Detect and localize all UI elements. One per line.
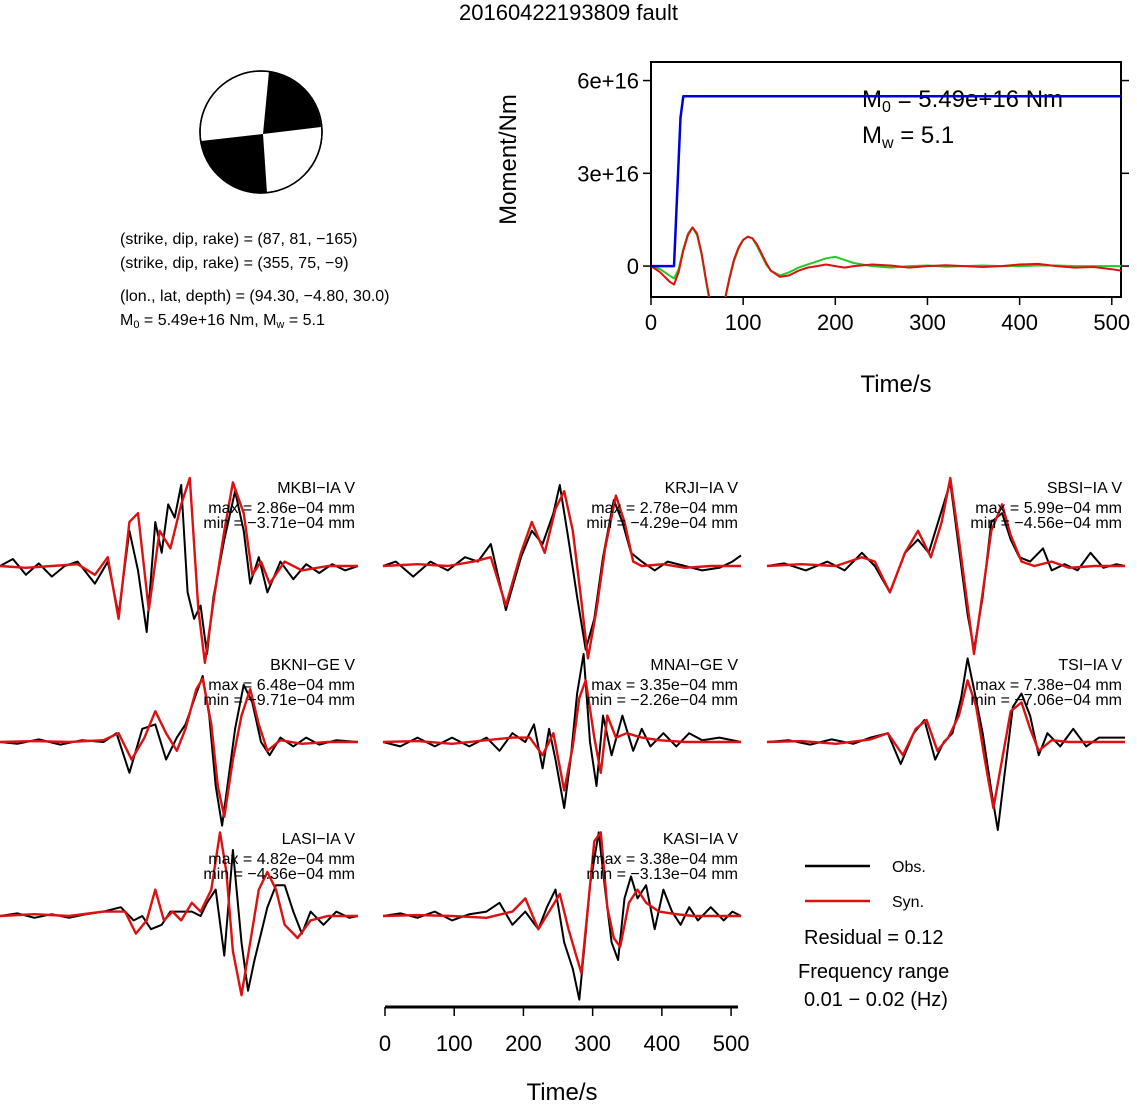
moment-xlabel: Time/s <box>860 371 931 398</box>
station-name: KRJI−IA V <box>665 480 739 497</box>
station-name: MKBI−IA V <box>277 480 355 497</box>
station-name: KASI−IA V <box>663 831 738 848</box>
station-max: max = 5.99e−04 mm <box>975 500 1122 517</box>
station-name: TSI−IA V <box>1058 657 1122 674</box>
x-tick-label: 300 <box>574 1031 611 1056</box>
observed-trace <box>766 657 1125 831</box>
synthetic-trace <box>766 679 1125 810</box>
station-max: max = 2.78e−04 mm <box>591 500 738 517</box>
x-tick-label: 100 <box>725 310 762 335</box>
x-tick-label: 400 <box>1001 310 1038 335</box>
station-max: max = 3.38e−04 mm <box>591 851 738 868</box>
station-max: max = 4.82e−04 mm <box>208 851 355 868</box>
station-min: min = −7.06e−04 mm <box>970 692 1122 709</box>
mw-value: = 5.1 <box>284 312 325 329</box>
frequency-value: 0.01 − 0.02 (Hz) <box>804 989 948 1011</box>
focal-location: (lon., lat, depth) = (94.30, −4.80, 30.0… <box>120 288 390 305</box>
m0-annot-prefix: M <box>862 86 882 113</box>
mw-annot-sub: w <box>882 135 894 152</box>
residual-label: Residual = 0.12 <box>804 927 944 949</box>
station-max: max = 6.48e−04 mm <box>208 677 355 694</box>
station-min: min = −4.36e−04 mm <box>203 866 355 883</box>
waveform-xlabel: Time/s <box>526 1079 597 1104</box>
focal-moment: M0 = 5.49e+16 Nm, Mw = 5.1 <box>120 312 325 331</box>
synthetic-trace <box>382 679 741 792</box>
frequency-label: Frequency range <box>798 961 950 983</box>
moment-plot: 0 3e+16 6e+16 0 100 200 300 400 500 Time/s Moment/… <box>495 61 1130 398</box>
x-tick-label: 500 <box>713 1031 750 1056</box>
x-tick-label: 0 <box>379 1031 391 1056</box>
station-min: min = −4.56e−04 mm <box>970 515 1122 532</box>
m0-sub: 0 <box>133 319 140 331</box>
figure-title: 20160422193809 fault <box>459 0 678 25</box>
beachball-compression-lower <box>201 134 267 193</box>
synthetic-trace <box>766 476 1125 656</box>
station-min: min = −2.26e−04 mm <box>586 692 738 709</box>
y-tick-label: 6e+16 <box>577 69 639 94</box>
y-tick-label: 3e+16 <box>577 161 639 186</box>
observed-trace <box>382 484 742 651</box>
station-min: min = −3.71e−04 mm <box>203 515 355 532</box>
m0-annot-sub: 0 <box>882 99 891 116</box>
moment-curve <box>651 95 1121 268</box>
legend-obs-label: Obs. <box>892 859 926 876</box>
beachball-compression-upper <box>263 71 321 134</box>
x-tick-label: 300 <box>909 310 946 335</box>
x-tick-label: 0 <box>645 310 657 335</box>
station-name: SBSI−IA V <box>1047 480 1122 497</box>
observed-trace <box>382 653 742 809</box>
synthetic-trace <box>0 831 358 997</box>
mw-sub: w <box>276 319 285 331</box>
station-name: LASI−IA V <box>282 831 356 848</box>
x-tick-label: 100 <box>436 1031 473 1056</box>
observed-trace <box>382 831 742 1001</box>
station-min: min = −9.71e−04 mm <box>203 692 355 709</box>
mw-annot-prefix: M <box>862 122 882 149</box>
stf-green-line <box>651 226 1121 297</box>
legend-syn-label: Syn. <box>892 894 924 911</box>
m0-annot-text: = 5.49e+16 Nm <box>890 86 1064 113</box>
station-name: MNAI−GE V <box>650 657 738 674</box>
synthetic-trace <box>0 677 358 818</box>
x-tick-label: 200 <box>505 1031 542 1056</box>
focal-plane-1: (strike, dip, rake) = (87, 81, −165) <box>120 231 358 248</box>
station-name: BKNI−GE V <box>270 657 355 674</box>
station-max: max = 2.86e−04 mm <box>208 500 355 517</box>
moment-plot-frame <box>650 61 1122 298</box>
x-tick-label: 500 <box>1093 310 1130 335</box>
x-tick-label: 200 <box>817 310 854 335</box>
focal-plane-2: (strike, dip, rake) = (355, 75, −9) <box>120 255 349 272</box>
moment-annotation-mw: Mw = 5.1 <box>862 122 955 152</box>
moment-annotation-m0: M0 = 5.49e+16 Nm <box>862 86 1064 116</box>
waveform-x-axis: 0 100 200 300 400 500 Time/s <box>379 1005 750 1104</box>
synthetic-trace <box>382 490 741 660</box>
station-min: min = −3.13e−04 mm <box>586 866 738 883</box>
y-tick-label: 0 <box>627 254 639 279</box>
x-tick-label: 400 <box>644 1031 681 1056</box>
moment-ylabel: Moment/Nm <box>495 94 522 225</box>
m0-prefix: M <box>120 312 134 329</box>
station-min: min = −4.29e−04 mm <box>586 515 738 532</box>
mw-annot-text: = 5.1 <box>893 122 955 149</box>
m0-value: = 5.49e+16 Nm, M <box>139 312 277 329</box>
station-max: max = 7.38e−04 mm <box>975 677 1122 694</box>
legend: Obs. Syn. <box>805 859 926 911</box>
synthetic-trace <box>382 831 741 975</box>
station-max: max = 3.35e−04 mm <box>591 677 738 694</box>
stf-red-line <box>651 226 1121 297</box>
synthetic-trace <box>0 476 358 664</box>
